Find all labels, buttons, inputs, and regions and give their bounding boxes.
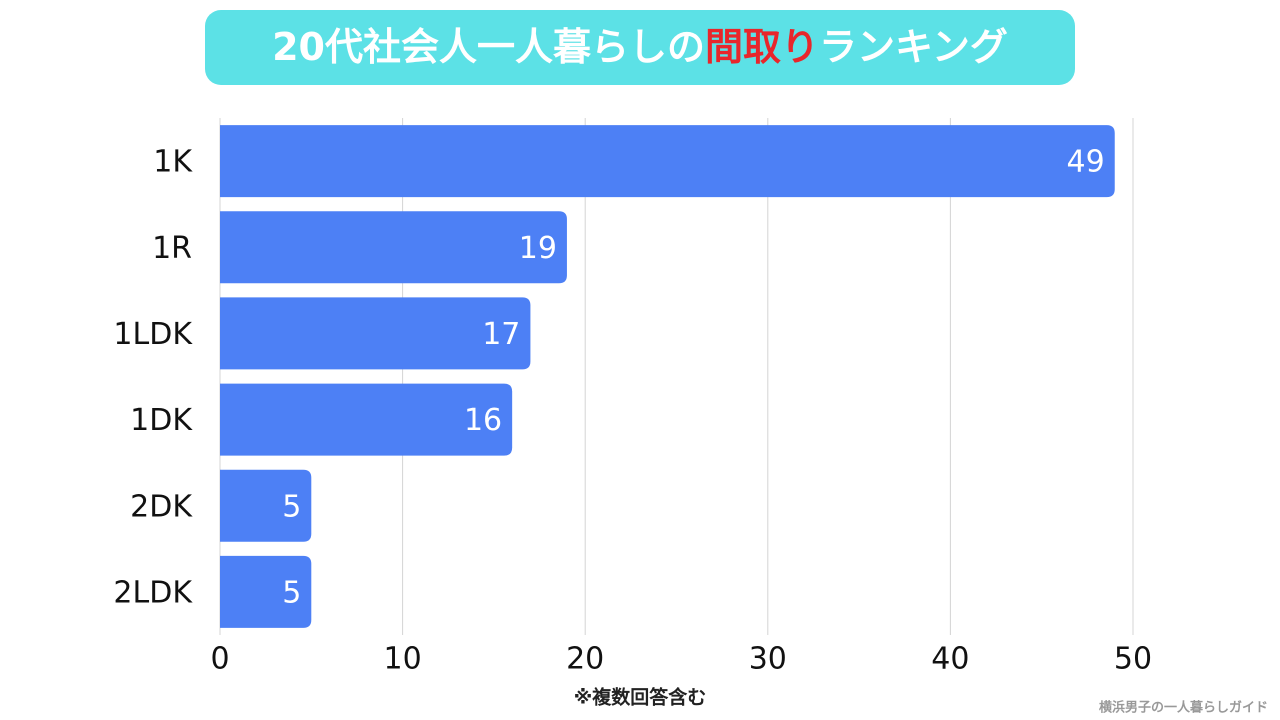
- y-tick-label: 1LDK: [113, 317, 193, 352]
- value-label: 49: [1067, 145, 1105, 180]
- value-label: 5: [282, 489, 301, 524]
- value-label: 5: [282, 575, 301, 610]
- x-tick-label: 50: [1114, 642, 1152, 677]
- bar: [220, 555, 312, 628]
- x-tick-label: 20: [566, 642, 604, 677]
- bar: [220, 297, 531, 370]
- y-tick-label: 1DK: [130, 403, 193, 438]
- title-box: [205, 10, 1075, 85]
- bar: [220, 469, 312, 542]
- x-tick-label: 10: [384, 642, 422, 677]
- value-label: 19: [519, 231, 557, 266]
- x-tick-label: 40: [931, 642, 969, 677]
- y-tick-label: 2DK: [130, 489, 193, 524]
- title-part: ランキング: [819, 25, 1008, 69]
- value-label: 17: [482, 317, 520, 352]
- x-tick-label: 0: [210, 642, 229, 677]
- title-part: 20代社会人一人暮らしの: [272, 25, 705, 69]
- title-part: 間取り: [705, 25, 819, 69]
- y-tick-label: 1K: [153, 145, 193, 180]
- y-tick-label: 1R: [152, 231, 192, 266]
- source: 横浜男子の一人暮らしガイド: [1099, 700, 1268, 716]
- chart-title: 20代社会人一人暮らしの間取りランキング: [272, 25, 1008, 69]
- value-label: 16: [464, 403, 502, 438]
- bar: [220, 125, 1115, 198]
- x-tick-label: 30: [749, 642, 787, 677]
- bar: [220, 211, 567, 284]
- note: ※複数回答含む: [574, 686, 706, 709]
- bar: [220, 383, 513, 456]
- y-tick-label: 2LDK: [113, 575, 193, 610]
